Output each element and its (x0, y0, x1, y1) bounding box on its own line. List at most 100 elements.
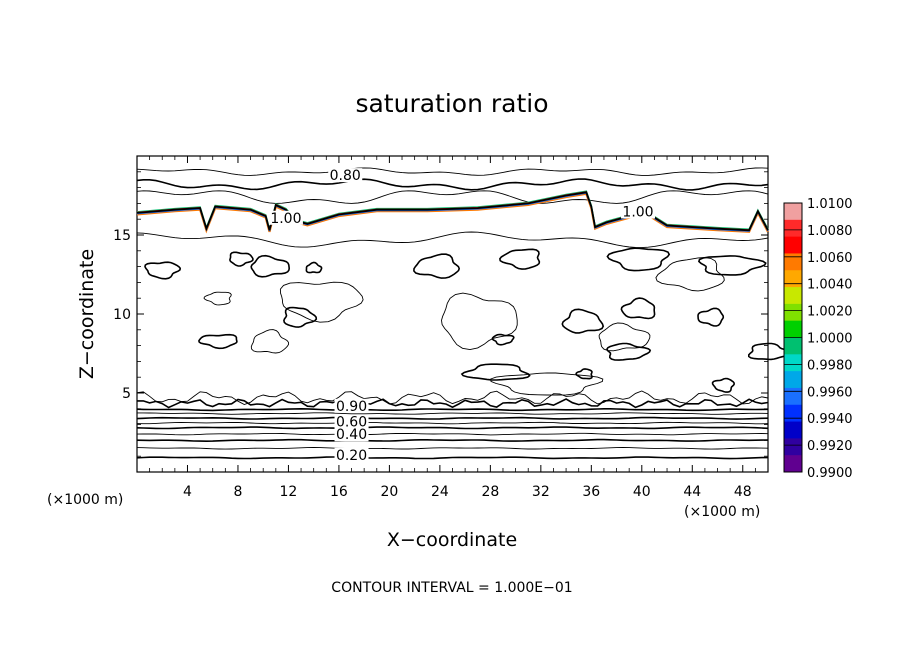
colorbar-tick-label: 1.0020 (807, 305, 853, 320)
contour-label: 1.00 (622, 204, 653, 220)
contour-label: 0.40 (336, 427, 367, 443)
x-tick-label: 20 (380, 484, 398, 500)
colorbar-swatch (784, 404, 802, 423)
colorbar-tick-label: 1.0000 (807, 332, 853, 347)
contour-line (136, 390, 769, 405)
colorbar-swatch (784, 303, 802, 322)
plot-frame (136, 155, 769, 473)
x-tick-label: 24 (431, 484, 449, 500)
x-tick-label: 4 (183, 484, 192, 500)
colorbar-tick-label: 0.9960 (807, 385, 853, 400)
contour-line (136, 421, 769, 425)
colorbar-swatch (784, 219, 802, 238)
colorbar: 1.0100 1.0080 1.0060 1.0040 1.0020 1.0000 0.99… (783, 197, 853, 481)
colorbar-swatch (784, 354, 802, 372)
contour-cell (441, 292, 518, 351)
contour-line (136, 447, 769, 450)
contour-cell (229, 251, 254, 267)
y-tick-label: 10 (113, 307, 131, 323)
x-tick-label: 12 (280, 484, 298, 500)
contour-cell (620, 297, 656, 320)
contour-cell (305, 261, 323, 274)
contour-cell (460, 363, 531, 381)
contour-cell (250, 329, 289, 354)
contour-cell (144, 261, 182, 280)
colorbar-swatch (784, 455, 802, 473)
colorbar-swatch (784, 337, 802, 355)
y-tick-label: 15 (113, 228, 131, 244)
x-tick-label: 48 (734, 484, 752, 500)
colorbar-tick-label: 0.9940 (807, 412, 853, 427)
contour-line (136, 231, 769, 249)
contour-cell (606, 342, 652, 361)
contour-lines (136, 167, 791, 460)
contour-cell (697, 307, 725, 327)
contour-label-group: 0.80 1.00 1.00 0.900.600.40 0.20 (268, 168, 656, 464)
x-tick-label: 32 (532, 484, 550, 500)
contour-line (136, 416, 769, 420)
contour-line (136, 456, 768, 460)
x-axis-label: X−coordinate (387, 529, 517, 551)
contour-cell (198, 333, 238, 350)
contour-label-bg (621, 204, 656, 219)
colorbar-tick-label: 1.0040 (807, 278, 853, 293)
contour-label: 1.00 (270, 211, 301, 227)
contour-cell (203, 291, 232, 306)
contour-label: 0.60 (336, 415, 367, 431)
contour-cell (606, 247, 671, 272)
contour-label: 0.20 (336, 448, 367, 464)
colorbar-tick-label: 1.0100 (807, 197, 853, 212)
y-tick-label: 5 (122, 386, 131, 402)
colorbar-tick-label: 0.9980 (807, 358, 853, 373)
colorbar-swatch (784, 371, 802, 389)
contour-cell (250, 254, 291, 278)
contour-line (137, 398, 769, 409)
contour-label-bg (334, 427, 369, 442)
colorbar-tick-label: 1.0080 (807, 224, 853, 239)
y-axis-label: Z−coordinate (76, 249, 98, 379)
x-tick-label: 16 (330, 484, 348, 500)
contour-label: 0.90 (336, 399, 367, 415)
colorbar-swatch (784, 253, 802, 271)
contour-cell (491, 333, 515, 346)
contour-cell (711, 377, 736, 393)
colorbar-swatch (784, 203, 802, 221)
contour-cell (697, 255, 767, 276)
x-tick-label: 44 (683, 484, 701, 500)
x-axis-ticks: 4 8 12 16 20 24 28 32 36 40 44 48 (149, 156, 756, 500)
x-unit-right: (×1000 m) (684, 504, 760, 520)
x-tick-label: 40 (633, 484, 651, 500)
y-axis-ticks: 5 10 15 (113, 171, 768, 457)
colorbar-tick-label: 0.9920 (807, 439, 853, 454)
colorbar-swatch (784, 387, 802, 406)
contour-line (136, 167, 769, 176)
x-tick-label: 28 (481, 484, 499, 500)
colorbar-swatch (784, 270, 802, 288)
contour-line (136, 190, 769, 204)
contour-line (136, 407, 769, 412)
colorbar-swatch (784, 438, 802, 456)
contour-line (137, 412, 769, 415)
colorbar-swatch (784, 320, 802, 338)
contour-label-bg (334, 447, 369, 462)
contour-label: 0.80 (330, 168, 361, 184)
colorbar-tick-label: 1.0060 (807, 251, 853, 266)
contour-cell (279, 281, 364, 323)
contour-cell (499, 248, 541, 270)
contour-cell (413, 253, 461, 279)
colorbar-swatch (784, 421, 802, 439)
contour-label-bg (334, 414, 369, 429)
contour-label-bg (328, 168, 363, 183)
colorbar-tick-label: 0.9900 (807, 466, 853, 481)
chart-title: saturation ratio (355, 89, 548, 118)
contour-line (136, 426, 769, 430)
contour-cell (561, 308, 605, 334)
colorbar-swatch (784, 287, 802, 305)
contour-cell (655, 257, 725, 292)
contour-cell (490, 372, 604, 396)
contour-cell (575, 368, 593, 380)
x-unit-left: (×1000 m) (47, 492, 123, 508)
contour-line (136, 432, 769, 436)
contour-label-bg (268, 210, 303, 225)
